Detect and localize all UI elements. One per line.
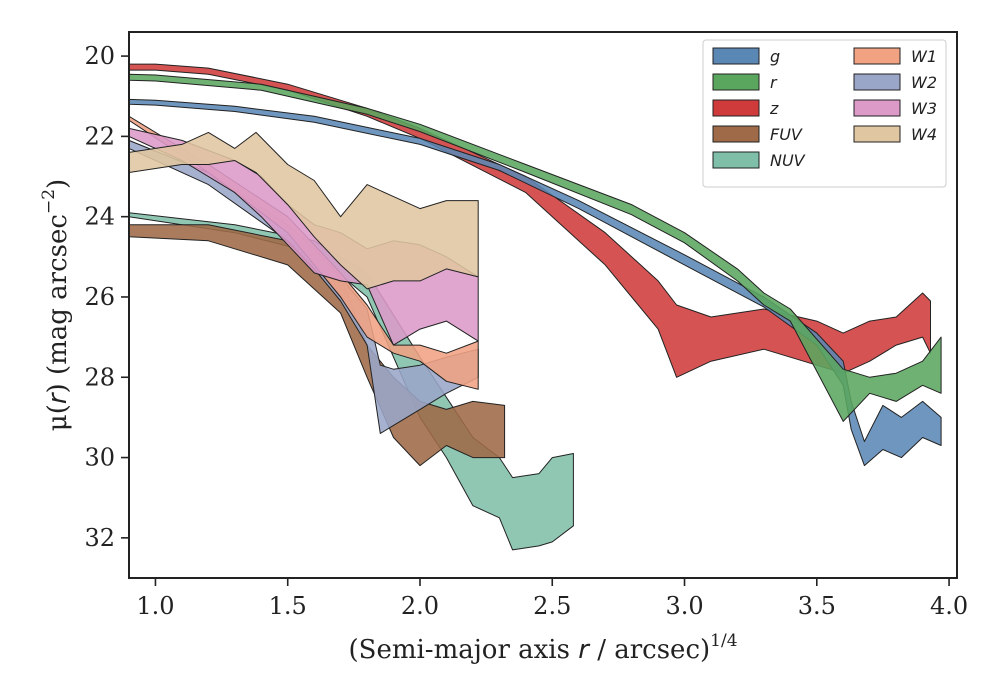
x-tick-label: 2.5 — [533, 592, 571, 620]
legend-swatch — [712, 125, 760, 143]
legend-label: W4 — [911, 125, 937, 144]
y-tick-label: 28 — [84, 363, 115, 391]
legend-label: g — [770, 47, 780, 66]
legend-label: r — [770, 73, 778, 92]
y-tick-label: 22 — [84, 122, 115, 150]
band-w4 — [129, 131, 479, 290]
legend: grz FUV NUV W1 W2 W3 W4 — [702, 39, 947, 188]
x-tick-label: 3.5 — [798, 592, 836, 620]
x-tick-label: 2.0 — [401, 592, 439, 620]
band-g — [129, 98, 942, 467]
y-axis: 20 22 24 26 28 30 32 — [84, 42, 129, 552]
y-tick-label: 24 — [84, 203, 115, 231]
x-axis-label-mid: / arcsec) — [589, 635, 710, 665]
legend-label: z — [769, 99, 779, 118]
legend-label: W2 — [911, 73, 937, 92]
band-r — [129, 73, 942, 422]
x-axis-label-var: r — [578, 635, 591, 665]
y-tick-label: 26 — [84, 283, 115, 311]
legend-swatch — [853, 47, 901, 65]
x-axis: 1.0 1.5 2.0 2.5 3.0 3.5 4.0 — [136, 578, 968, 620]
legend-swatch — [853, 99, 901, 117]
legend-swatch — [712, 47, 760, 65]
y-tick-label: 20 — [84, 42, 115, 70]
legend-label: FUV — [770, 125, 803, 144]
legend-label: NUV — [770, 151, 806, 170]
legend-swatch — [712, 99, 760, 117]
plot-frame — [128, 31, 958, 579]
y-axis-label: μ(r) (mag arcsec−2) — [39, 179, 73, 431]
y-axis-label-var: r — [43, 391, 73, 404]
y-axis-label-end: ) — [43, 179, 73, 189]
x-axis-label: (Semi-major axis r / arcsec)1/4 — [348, 631, 737, 665]
legend-label: W1 — [911, 47, 937, 66]
y-axis-label-sup: −2 — [39, 189, 59, 214]
x-tick-label: 1.0 — [136, 592, 174, 620]
legend-swatch — [853, 125, 901, 143]
y-tick-label: 30 — [84, 444, 115, 472]
legend-swatch — [853, 73, 901, 91]
series-bands — [129, 63, 942, 551]
x-tick-label: 3.0 — [665, 592, 703, 620]
y-axis-label-post: ) (mag arcsec — [43, 214, 73, 393]
y-axis-label-mu: μ( — [43, 404, 73, 431]
legend-swatch — [712, 151, 760, 169]
legend-label: W3 — [911, 99, 937, 118]
x-tick-label: 1.5 — [269, 592, 307, 620]
x-axis-label-pre: (Semi-major axis — [348, 635, 578, 665]
y-tick-label: 32 — [84, 524, 115, 552]
x-tick-label: 4.0 — [930, 592, 968, 620]
legend-swatch — [712, 73, 760, 91]
x-axis-label-sup: 1/4 — [710, 631, 737, 651]
